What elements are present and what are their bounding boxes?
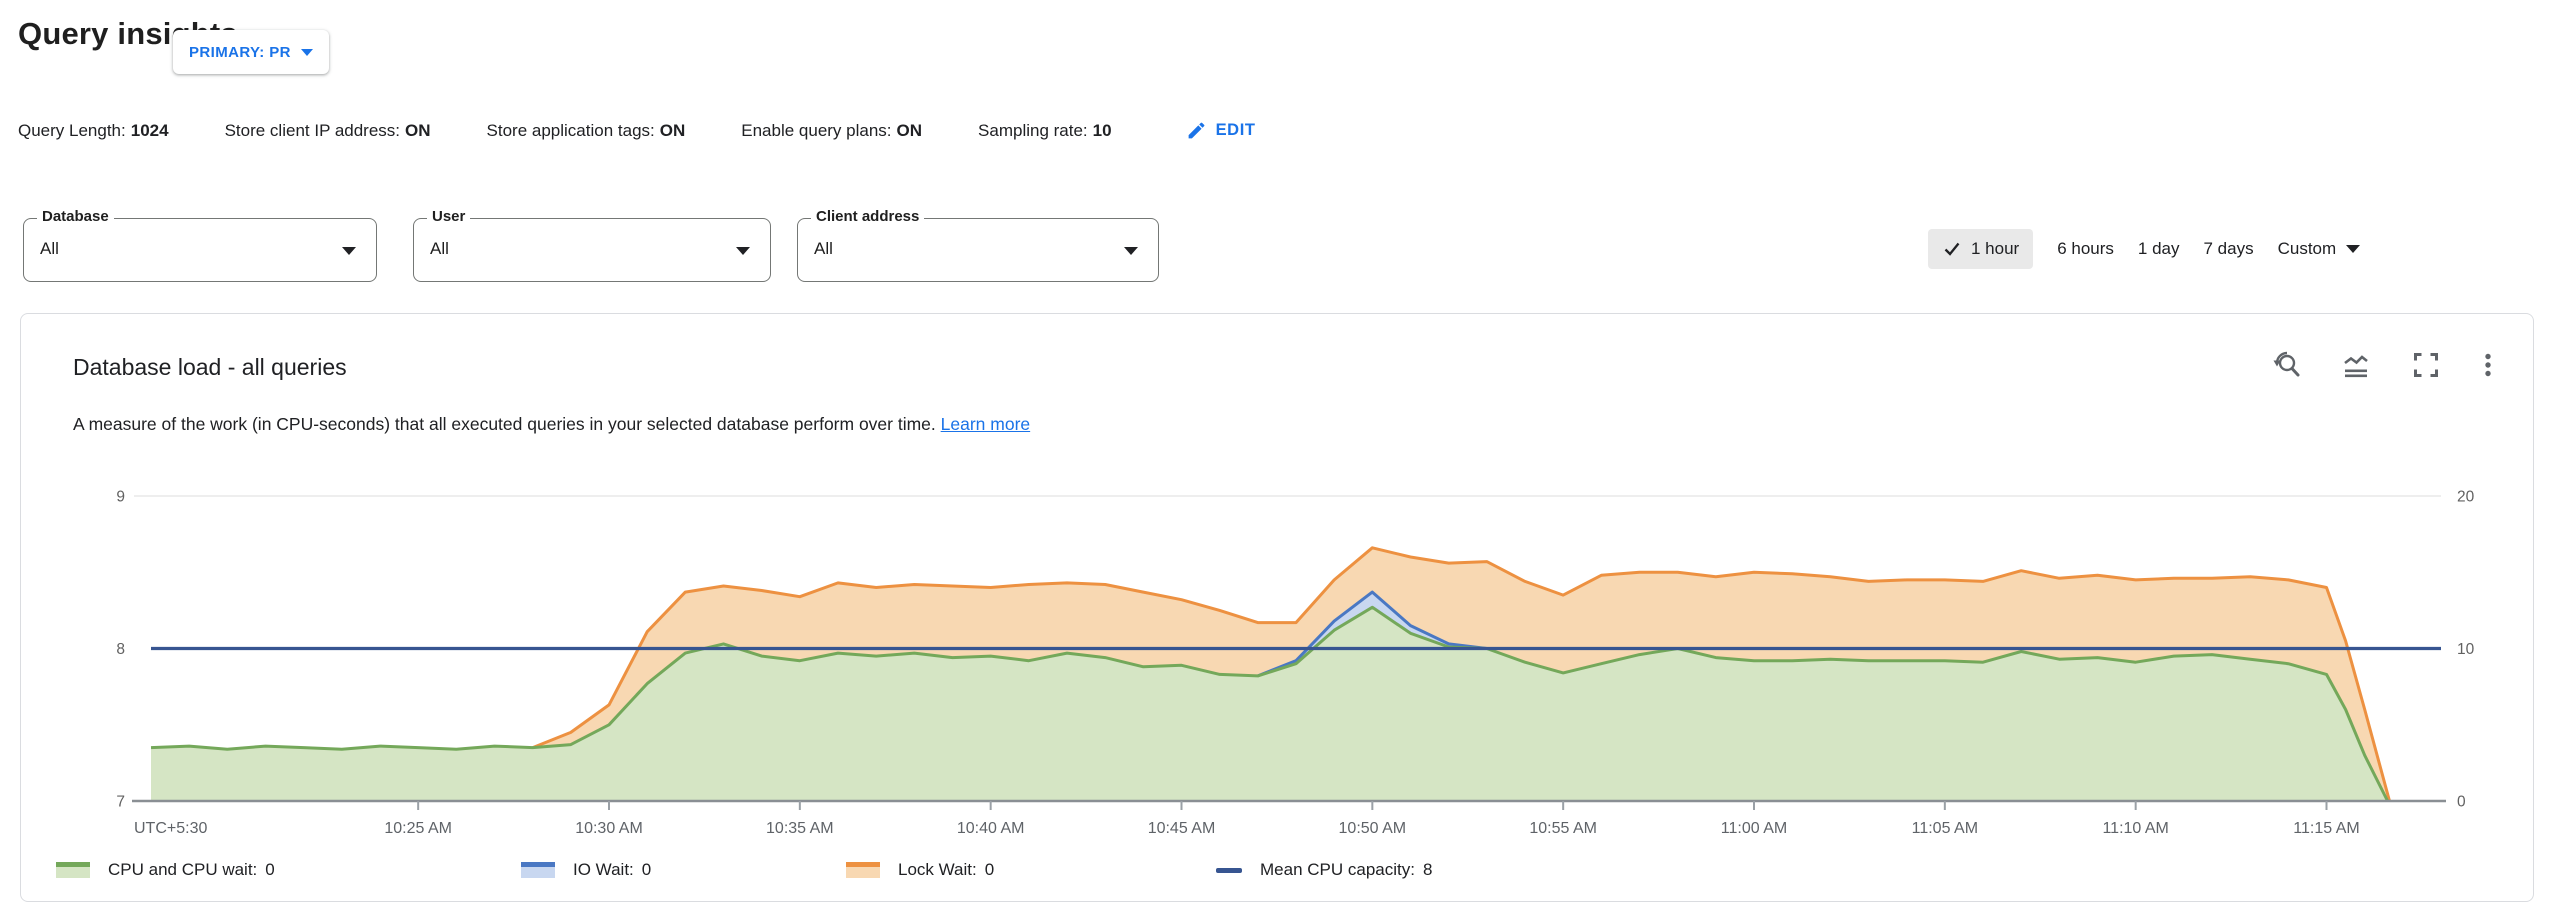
legend-item-mean-cpu-capacity: Mean CPU capacity: 8: [1216, 857, 1432, 883]
svg-text:10:30 AM: 10:30 AM: [575, 820, 643, 837]
reset-zoom-button[interactable]: [2271, 350, 2301, 380]
time-option-7-days[interactable]: 7 days: [2203, 239, 2254, 258]
svg-text:10:55 AM: 10:55 AM: [1529, 820, 1597, 837]
fullscreen-icon: [2414, 353, 2438, 377]
lock-wait-area: [532, 547, 2390, 801]
svg-text:10:50 AM: 10:50 AM: [1339, 820, 1407, 837]
time-option-1-day[interactable]: 1 day: [2137, 239, 2180, 258]
edit-button[interactable]: EDIT: [1180, 119, 1262, 142]
setting-store-client-ip: Store client IP address: ON: [224, 120, 431, 140]
time-option-1-hour[interactable]: 1 hour: [1928, 229, 2034, 269]
svg-text:10:25 AM: 10:25 AM: [384, 820, 452, 837]
chart-toolbar: [2271, 350, 2495, 380]
mean-cpu-swatch-icon: [1216, 867, 1242, 873]
x-axis-ticks: 10:25 AM 10:30 AM 10:35 AM 10:40 AM 10:45 AM…: [384, 801, 2360, 837]
setting-sampling-rate: Sampling rate: 10: [978, 120, 1112, 140]
instance-selector-button[interactable]: PRIMARY: PR: [173, 30, 329, 74]
expand-chart-button[interactable]: [2411, 350, 2441, 380]
cpu-area: [151, 607, 2388, 801]
user-filter-label: User: [427, 208, 471, 225]
caret-down-icon: [342, 247, 356, 255]
svg-text:0: 0: [2457, 794, 2466, 811]
more-options-icon: [2485, 353, 2491, 377]
caret-down-icon: [300, 48, 313, 56]
client-address-filter-value: All: [814, 239, 833, 258]
insights-settings-row: Query Length: 1024 Store client IP addres…: [18, 119, 1262, 142]
client-address-filter-select[interactable]: Client address All: [797, 208, 1159, 282]
database-filter-label: Database: [37, 208, 114, 225]
instance-selector-label: PRIMARY: PR: [189, 43, 291, 61]
client-address-filter-label: Client address: [811, 208, 925, 225]
cpu-line: [150, 605, 2389, 802]
svg-text:7: 7: [116, 794, 125, 811]
database-filter-select[interactable]: Database All: [23, 208, 377, 282]
svg-text:10:40 AM: 10:40 AM: [957, 820, 1025, 837]
io-wait-line: [1257, 590, 1487, 678]
io-wait-swatch-icon: [521, 862, 555, 878]
time-range-selector: 1 hour 6 hours 1 day 7 days Custom: [1928, 229, 2361, 269]
setting-store-application-tags: Store application tags: ON: [486, 120, 686, 140]
svg-text:11:05 AM: 11:05 AM: [1912, 820, 1978, 837]
time-option-6-hours[interactable]: 6 hours: [2057, 239, 2114, 258]
lock-wait-swatch-icon: [846, 862, 880, 878]
svg-text:20: 20: [2457, 489, 2475, 506]
chart-subtitle: A measure of the work (in CPU-seconds) t…: [73, 414, 1031, 434]
svg-text:10:45 AM: 10:45 AM: [1148, 820, 1216, 837]
chart-mode-button[interactable]: [2341, 350, 2371, 380]
y-axis-right-labels: 0 10 20: [2457, 489, 2475, 811]
database-load-card: Database load - all queries A measure of…: [20, 313, 2534, 902]
database-load-chart[interactable]: 7 8 9 0 10 20 10:25 AM 10:30 AM 10:35 AM 10:40 …: [21, 471, 2533, 856]
legend-item-cpu: CPU and CPU wait: 0: [56, 857, 275, 883]
timezone-label: UTC+5:30: [134, 820, 207, 837]
svg-text:11:10 AM: 11:10 AM: [2102, 820, 2168, 837]
svg-text:8: 8: [116, 641, 125, 658]
caret-down-icon: [2346, 245, 2361, 253]
caret-down-icon: [1124, 247, 1138, 255]
time-option-custom[interactable]: Custom: [2278, 239, 2361, 259]
setting-enable-query-plans: Enable query plans: ON: [741, 120, 923, 140]
pencil-icon: [1188, 122, 1204, 139]
chart-title: Database load - all queries: [73, 354, 347, 380]
reset-zoom-icon: [2273, 351, 2300, 377]
learn-more-link[interactable]: Learn more: [940, 414, 1031, 434]
database-filter-value: All: [40, 239, 59, 258]
caret-down-icon: [736, 247, 750, 255]
user-filter-value: All: [430, 239, 449, 258]
legend-item-io-wait: IO Wait: 0: [521, 857, 651, 883]
legend-item-lock-wait: Lock Wait: 0: [846, 857, 994, 883]
setting-query-length: Query Length: 1024: [18, 120, 169, 140]
y-axis-left-labels: 7 8 9: [116, 489, 125, 811]
check-icon: [1944, 242, 1960, 256]
cpu-swatch-icon: [56, 862, 90, 878]
user-filter-select[interactable]: User All: [413, 208, 771, 282]
svg-text:11:00 AM: 11:00 AM: [1721, 820, 1787, 837]
svg-text:10:35 AM: 10:35 AM: [766, 820, 834, 837]
svg-text:11:15 AM: 11:15 AM: [2293, 820, 2359, 837]
svg-text:9: 9: [116, 489, 125, 506]
more-options-button[interactable]: [2481, 350, 2495, 380]
lock-wait-line: [532, 546, 2391, 802]
svg-text:10: 10: [2457, 641, 2475, 658]
area-chart-mode-icon: [2344, 355, 2368, 378]
